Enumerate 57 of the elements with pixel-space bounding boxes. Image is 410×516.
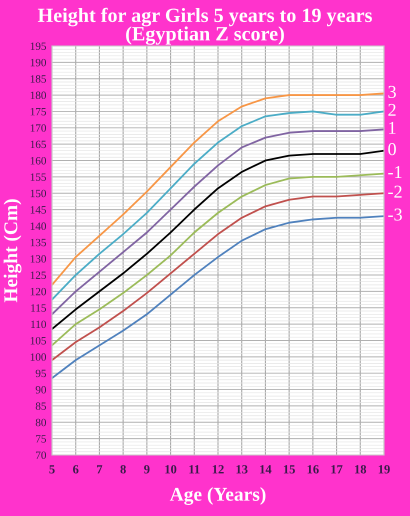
x-axis-title: Age (Years)	[170, 487, 266, 505]
y-tick-label: 135	[30, 238, 46, 246]
y-tick-label: 175	[30, 108, 46, 116]
series-label: -2	[388, 186, 402, 198]
y-tick-label: 165	[30, 140, 46, 148]
y-tick-label: 115	[31, 304, 46, 312]
y-tick-label: 110	[31, 320, 46, 328]
series-label: 1	[389, 122, 396, 134]
y-tick-label: 140	[30, 222, 46, 230]
x-tick-label: 9	[144, 465, 150, 474]
x-tick-label: 7	[97, 465, 102, 474]
line-series	[52, 128, 384, 316]
series-label: 2	[388, 104, 396, 116]
line-series	[52, 92, 384, 286]
y-tick-label: 105	[30, 336, 46, 344]
line-series	[52, 172, 384, 346]
line-series	[52, 215, 384, 380]
x-tick-label: 11	[189, 465, 200, 474]
y-tick-label: 185	[30, 75, 46, 83]
y-tick-label: 75	[36, 435, 46, 443]
x-tick-label: 13	[236, 465, 248, 474]
y-tick-label: 80	[36, 418, 46, 426]
y-tick-label: 155	[30, 173, 46, 181]
y-tick-label: 160	[30, 156, 46, 164]
x-tick-label: 16	[308, 465, 319, 474]
x-tick-label: 15	[284, 465, 295, 474]
line-series	[52, 192, 384, 362]
x-tick-label: 19	[378, 465, 390, 474]
y-tick-label: 170	[30, 124, 46, 132]
x-tick-label: 10	[165, 465, 176, 474]
line-series	[52, 150, 384, 330]
y-tick-label: 70	[36, 451, 46, 459]
y-tick-label: 85	[36, 402, 46, 410]
y-tick-label: 125	[30, 272, 46, 280]
y-tick-label: 150	[30, 190, 46, 198]
series-label: -1	[388, 166, 402, 178]
x-tick-label: 12	[212, 465, 224, 474]
line-series	[52, 110, 384, 300]
y-tick-label: 95	[36, 370, 46, 378]
y-tick-label: 100	[30, 353, 46, 361]
y-axis-title: Height (Cm)	[4, 199, 22, 302]
x-tick-label: 5	[49, 465, 55, 474]
y-tick-label: 130	[30, 255, 46, 263]
x-tick-label: 6	[73, 465, 78, 474]
y-tick-label: 195	[30, 42, 46, 50]
x-tick-label: 17	[331, 465, 343, 474]
y-tick-label: 90	[36, 386, 46, 394]
series-label: -3	[388, 208, 402, 221]
x-tick-label: 14	[260, 465, 272, 474]
y-tick-label: 190	[30, 58, 46, 66]
series-label: 0	[388, 143, 396, 156]
x-tick-label: 18	[355, 465, 366, 474]
y-tick-label: 145	[30, 206, 46, 214]
y-tick-label: 120	[30, 288, 46, 296]
series-label: 3	[388, 86, 396, 98]
y-tick-label: 180	[30, 92, 46, 100]
x-tick-label: 8	[120, 465, 126, 474]
